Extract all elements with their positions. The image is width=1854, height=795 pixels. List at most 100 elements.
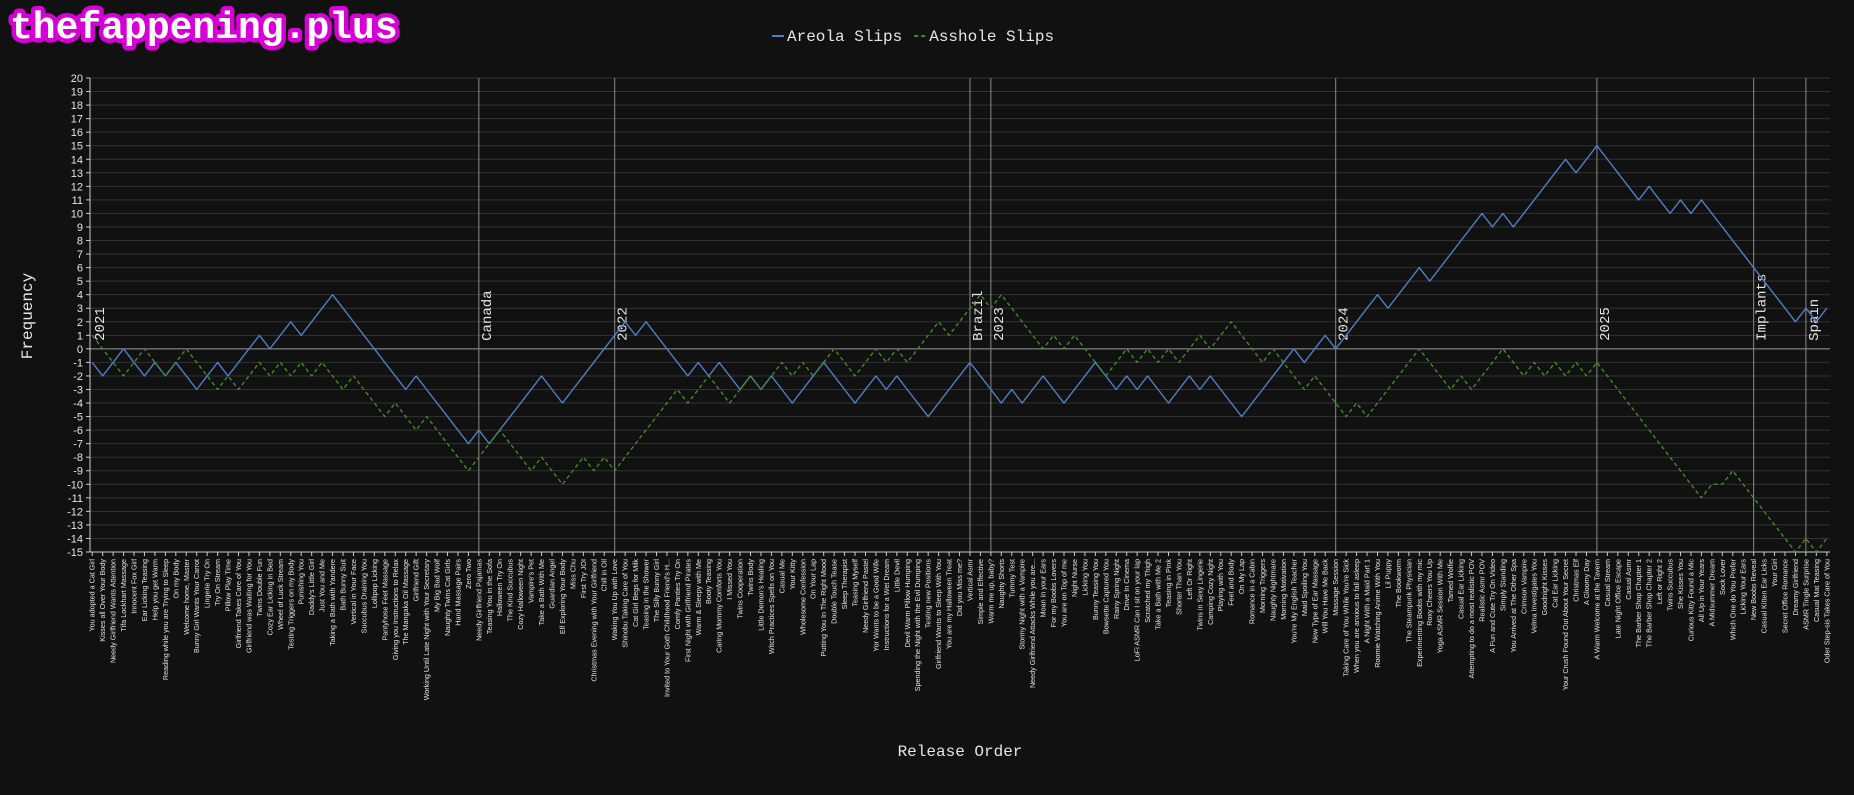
x-tick-label: Girlfriend Gift: [412, 559, 421, 601]
annotation-label: Canada: [480, 290, 496, 340]
x-tick-label: Rainy Spring Night: [1112, 559, 1121, 619]
x-tick-label: Lollipop Licking: [370, 559, 379, 608]
x-tick-label: Double Touch Tease: [830, 559, 839, 624]
x-tick-label: The Kind Succubus: [506, 559, 515, 622]
annotation-label: Implants: [1755, 274, 1771, 341]
x-tick-label: Casual Asmr: [1624, 558, 1633, 599]
x-tick-label: Cat Girl Begs for Milk: [631, 559, 640, 627]
x-tick-label: I Missed You: [725, 559, 734, 600]
x-tick-label: Experimenting Boobs with my mic: [1415, 559, 1424, 667]
x-tick-label: Simply Standing: [1498, 559, 1507, 611]
y-tick-label: -6: [73, 425, 83, 437]
y-tick-label: 14: [71, 154, 83, 166]
x-tick-label: Vertical Asmr: [965, 558, 974, 601]
x-tick-label: Vertical in Your Face: [349, 559, 358, 625]
y-tick-label: -8: [73, 452, 83, 464]
x-tick-label: Cat Ear Licking: [1551, 559, 1560, 608]
x-tick-label: Waking You Up with Love: [610, 559, 619, 640]
x-tick-label: Giving you Instructions to Relax: [391, 559, 400, 660]
x-tick-label: Feet and Body: [1227, 559, 1236, 606]
watermark: thefappening.plus: [10, 7, 398, 50]
x-tick-label: Casual Ear Licking: [1457, 559, 1466, 619]
x-tick-label: Casual Mat Teasing: [1812, 559, 1821, 622]
y-tick-label: -5: [73, 412, 83, 424]
y-tick-label: -4: [73, 398, 83, 410]
x-tick-label: A Night With a Maid Part 1: [1363, 559, 1372, 643]
x-tick-label: Goodnight Kisses: [1540, 559, 1549, 616]
x-tick-label: You are on Top of me: [1060, 559, 1069, 627]
legend-label: Asshole Slips: [929, 28, 1054, 46]
x-tick-label: Devil Warm Pillow Humping: [903, 559, 912, 647]
x-tick-label: Roomie Watching Anime With You: [1373, 559, 1382, 668]
x-tick-label: Little Devil: [892, 559, 901, 593]
x-tick-label: Girlfriend Takes Care of You: [234, 559, 243, 648]
x-tick-label: Take a Bath With Me: [537, 559, 546, 625]
x-tick-label: The Mangaka Oil Massage: [401, 559, 410, 645]
x-tick-label: First Night with Girlfriend Pirates: [683, 559, 692, 662]
y-tick-label: 1: [77, 330, 83, 342]
x-tick-label: Christmas Elf: [1572, 559, 1581, 602]
x-tick-label: Simple and Effective: [976, 559, 985, 624]
x-tick-label: My Big Bad Wolf: [433, 559, 442, 612]
y-tick-label: 3: [77, 303, 83, 315]
y-tick-label: 18: [71, 100, 83, 112]
x-tick-label: Curious Kitty Found a Mic: [1686, 559, 1695, 642]
x-tick-label: Will You Have Me Back: [1321, 559, 1330, 634]
y-tick-label: 16: [71, 127, 83, 139]
x-tick-label: Zero Two: [464, 559, 473, 589]
legend-label: Areola Slips: [787, 28, 902, 46]
x-tick-label: Naughty Shorts: [997, 559, 1006, 609]
x-tick-label: Dreamy Girlfriend: [1791, 559, 1800, 615]
x-tick-label: Kisses all Over Your Body: [98, 559, 107, 642]
x-tick-label: Oder Step-sis Takes Care of You: [1822, 559, 1831, 663]
x-tick-label: Did you Miss me?: [955, 559, 964, 616]
x-tick-label: Instructions for a Wet Dream: [882, 559, 891, 650]
y-tick-label: -2: [73, 371, 83, 383]
x-tick-label: Bowsette Captured You: [1101, 559, 1110, 634]
x-tick-label: Lil Puppy: [1383, 559, 1392, 589]
x-tick-label: Needy Girlfriend Pastel: [861, 559, 870, 633]
x-tick-label: Girlfriend Wants to Sleep With You: [934, 559, 943, 669]
x-tick-label: The Barber Shop Chapter 2: [1645, 559, 1654, 647]
x-tick-label: You're My English Teacher: [1289, 558, 1298, 643]
x-tick-label: On Your Lap: [809, 559, 818, 599]
series-line: [91, 293, 1828, 553]
x-tick-label: A Midsummer Dream: [1707, 559, 1716, 627]
x-tick-label: A Fun and Cute Try On Video: [1488, 559, 1497, 653]
x-tick-label: Twins Body: [746, 559, 755, 596]
y-axis-label: Frequency: [19, 272, 37, 359]
x-tick-label: Spending the Night with the Evil Dumping: [913, 559, 922, 691]
x-tick-label: Camping Cozy Night: [1206, 559, 1215, 625]
x-tick-label: Bath Bunny Suit: [339, 559, 348, 611]
x-tick-label: Taking Care of You While You're Sick: [1342, 559, 1351, 677]
x-tick-label: Velma Investigates You: [1530, 559, 1539, 633]
x-tick-label: You adopted a Cat Girl: [88, 559, 97, 632]
x-axis-label: Release Order: [898, 743, 1023, 761]
x-tick-label: Needy Girlfriend Pajamas: [474, 559, 483, 641]
x-tick-label: Bunny Girl Wants Your Carrot: [192, 559, 201, 653]
x-tick-label: Secret Office Romance: [1781, 559, 1790, 633]
x-tick-label: Punishing You: [297, 559, 306, 605]
x-tick-label: Moan in your Ears: [1039, 559, 1048, 618]
x-tick-label: New Type of Ear Massage: [1310, 559, 1319, 643]
x-tick-label: New Boobs Reveal: [1749, 559, 1758, 621]
x-tick-label: Innocent Fox Girl: [130, 559, 139, 614]
x-tick-label: Teasing Myself: [851, 559, 860, 607]
series-line: [91, 145, 1828, 445]
x-tick-label: Cozy Halloween Night: [516, 559, 525, 630]
x-tick-label: Teasing You in the Sofa: [485, 559, 494, 634]
x-tick-label: Wholesome Confession: [798, 559, 807, 635]
x-tick-label: Left Or Right: [1185, 559, 1194, 600]
x-tick-label: Needy Girlfriend Wants Attention: [109, 559, 118, 663]
x-tick-label: Wheel of Luck Stream: [276, 559, 285, 630]
x-tick-label: Welcome home, Master: [182, 558, 191, 634]
y-tick-label: 12: [71, 181, 83, 193]
x-tick-label: Scratched my Thigh: [1143, 559, 1152, 623]
x-tick-label: She Kisses You: [1676, 559, 1685, 609]
x-tick-label: Maid Spoiling You: [1300, 559, 1309, 616]
x-tick-label: Try On Stream: [213, 559, 222, 606]
y-tick-label: 19: [71, 87, 83, 99]
x-tick-label: A Warm Welcome at the Tavern: [1592, 559, 1601, 660]
